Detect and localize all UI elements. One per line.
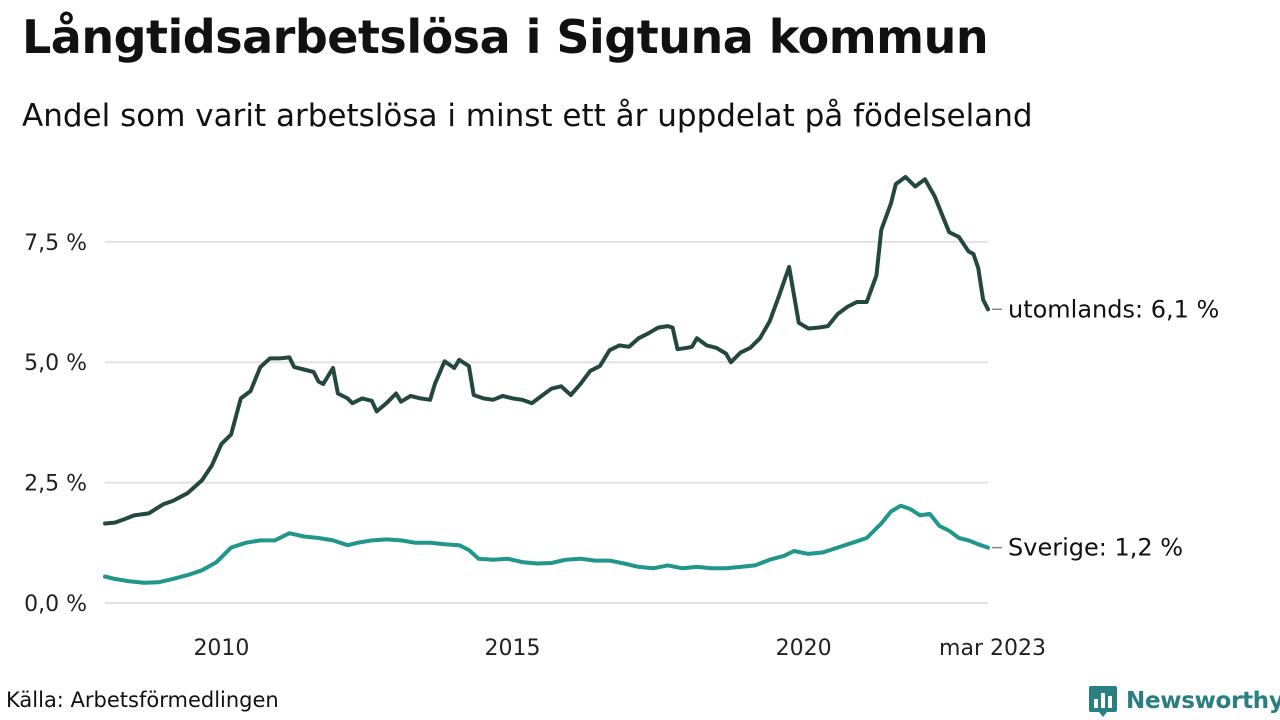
series-end-label-utomlands: utomlands: 6,1 % xyxy=(1008,295,1219,323)
series-lines xyxy=(103,174,990,585)
x-axis-ticks: 2010 2015 2020 mar 2023 xyxy=(193,636,1046,661)
chart-subtitle: Andel som varit arbetslösa i minst ett å… xyxy=(22,98,1033,134)
y-tick-label: 5,0 % xyxy=(24,351,87,376)
x-tick-label: mar 2023 xyxy=(939,636,1046,661)
x-tick-label: 2020 xyxy=(776,636,832,661)
brand-logo: Newsworthy xyxy=(1088,684,1280,718)
line-chart: 0,0 % 2,5 % 5,0 % 7,5 % 2010 2015 2020 mar 202… xyxy=(24,174,1219,661)
y-tick-label: 7,5 % xyxy=(24,231,87,256)
x-tick-label: 2010 xyxy=(193,636,249,661)
series-line-utomlands xyxy=(103,174,990,526)
series-line-sverige xyxy=(103,503,990,585)
source-note: Källa: Arbetsförmedlingen xyxy=(6,688,279,712)
y-axis-ticks: 0,0 % 2,5 % 5,0 % 7,5 % xyxy=(24,231,87,617)
y-tick-label: 2,5 % xyxy=(24,472,87,497)
series-end-labels: utomlands: 6,1 % Sverige: 1,2 % xyxy=(992,295,1219,562)
brand-name: Newsworthy xyxy=(1126,688,1280,714)
y-tick-label: 0,0 % xyxy=(24,592,87,617)
x-tick-label: 2015 xyxy=(485,636,541,661)
series-end-label-sverige: Sverige: 1,2 % xyxy=(1008,534,1183,562)
bar-chart-icon xyxy=(1089,686,1117,717)
chart-title: Långtidsarbetslösa i Sigtuna kommun xyxy=(22,10,989,64)
gridlines xyxy=(105,240,988,604)
